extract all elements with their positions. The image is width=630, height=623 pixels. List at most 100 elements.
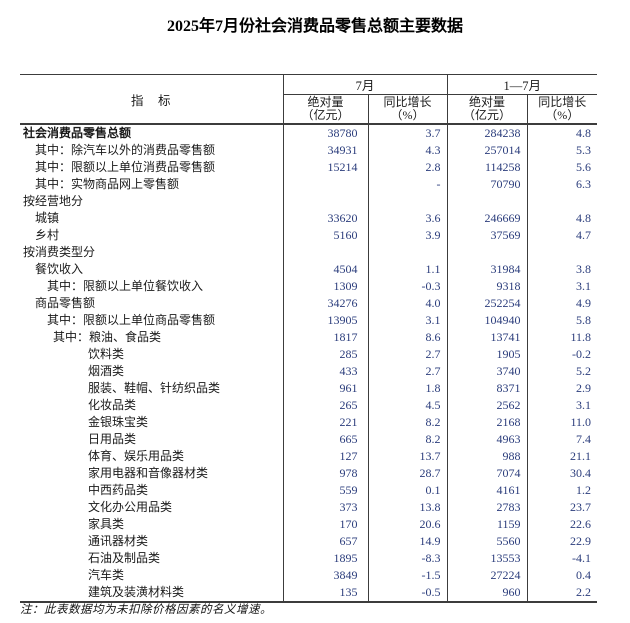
value-cell: [446, 244, 528, 261]
value-cell: 22.6: [526, 516, 598, 533]
value-cell: [282, 244, 368, 261]
value-cell: 3.1: [526, 278, 598, 295]
indicator-cell: 城镇: [35, 211, 60, 225]
value-cell: 4.8: [526, 210, 598, 227]
value-cell: 252254: [446, 295, 528, 312]
value-cell: 135: [282, 584, 368, 602]
value-cell: 2168: [446, 414, 528, 431]
table-row: 按消费类型分: [20, 244, 598, 261]
table-row: 其中：实物商品网上零售额 -70790 6.3: [20, 176, 598, 193]
value-cell: 657: [282, 533, 368, 550]
value-cell: 11.0: [526, 414, 598, 431]
indicator-cell: 社会消费品零售总额: [23, 126, 132, 140]
indicator-cell: 其中：粮油、食品类: [53, 330, 162, 344]
value-cell: 3.1: [526, 397, 598, 414]
table-row: 体育、娱乐用品类 127 13.7 988 21.1: [20, 448, 598, 465]
header-line: 同比增长: [538, 95, 587, 109]
column-header-growth-jan-july: 同比增长 （%）: [526, 94, 598, 125]
value-cell: 1905: [446, 346, 528, 363]
value-cell: 31984: [446, 261, 528, 278]
table-row: 城镇 33620 3.6 246669 4.8: [20, 210, 598, 227]
value-cell: 5.6: [526, 159, 598, 176]
value-cell: 28.7: [367, 465, 448, 482]
value-cell: 11.8: [526, 329, 598, 346]
table-note: 注：此表数据均为未扣除价格因素的名义增速。: [20, 604, 272, 616]
value-cell: 13553: [446, 550, 528, 567]
table-row: 其中：除汽车以外的消费品零售额 34931 4.3 257014 5.3: [20, 142, 598, 159]
indicator-cell: 石油及制品类: [88, 551, 161, 565]
indicator-cell: 汽车类: [88, 568, 125, 582]
table-row: 餐饮收入 4504 1.1 31984 3.8: [20, 261, 598, 278]
table-row: 其中：限额以上单位消费品零售额 15214 2.8 114258 5.6: [20, 159, 598, 176]
value-cell: [367, 244, 448, 261]
value-cell: 1309: [282, 278, 368, 295]
table-row: 汽车类 3849 -1.5 27224 0.4: [20, 567, 598, 584]
value-cell: 978: [282, 465, 368, 482]
value-cell: 1159: [446, 516, 528, 533]
indicator-cell: 乡村: [35, 228, 60, 242]
value-cell: 246669: [446, 210, 528, 227]
table-row: 化妆品类 265 4.5 2562 3.1: [20, 397, 598, 414]
value-cell: 34931: [282, 142, 368, 159]
indicator-cell: 其中：限额以上单位餐饮收入: [47, 279, 204, 293]
value-cell: 2.2: [526, 584, 598, 602]
table-row: 家具类 170 20.6 1159 22.6: [20, 516, 598, 533]
value-cell: 14.9: [367, 533, 448, 550]
value-cell: 559: [282, 482, 368, 499]
value-cell: 4.7: [526, 227, 598, 244]
value-cell: [446, 193, 528, 210]
header-line: （亿元）: [301, 108, 350, 122]
value-cell: 265: [282, 397, 368, 414]
value-cell: 30.4: [526, 465, 598, 482]
indicator-cell: 其中：除汽车以外的消费品零售额: [35, 143, 216, 157]
value-cell: -1.5: [367, 567, 448, 584]
value-cell: 33620: [282, 210, 368, 227]
value-cell: 257014: [446, 142, 528, 159]
table-row: 其中：粮油、食品类 1817 8.6 13741 11.8: [20, 329, 598, 346]
table-row: 中西药品类 559 0.1 4161 1.2: [20, 482, 598, 499]
indicator-cell: 日用品类: [88, 432, 137, 446]
value-cell: 1.1: [367, 261, 448, 278]
value-cell: [367, 193, 448, 210]
indicator-cell: 烟酒类: [88, 364, 125, 378]
indicator-cell: 文化办公用品类: [88, 500, 173, 514]
indicator-cell: 家具类: [88, 517, 125, 531]
indicator-cell: 中西药品类: [88, 483, 149, 497]
value-cell: 3740: [446, 363, 528, 380]
value-cell: 37569: [446, 227, 528, 244]
value-cell: 960: [446, 584, 528, 602]
header-line: 绝对量: [469, 95, 506, 109]
table-row: 烟酒类 433 2.7 3740 5.2: [20, 363, 598, 380]
value-cell: 4.8: [526, 124, 598, 142]
value-cell: [282, 193, 368, 210]
table-row: 金银珠宝类 221 8.2 2168 11.0: [20, 414, 598, 431]
value-cell: 665: [282, 431, 368, 448]
table-header: 指 标 7月 1—7月 绝对量 （亿元） 同比增长 （%） 绝对量 （亿元）: [20, 74, 598, 125]
value-cell: -0.3: [367, 278, 448, 295]
value-cell: 8371: [446, 380, 528, 397]
column-group-july: 7月: [282, 74, 448, 95]
value-cell: 221: [282, 414, 368, 431]
value-cell: 1895: [282, 550, 368, 567]
value-cell: [526, 244, 598, 261]
indicator-cell: 其中：限额以上单位商品零售额: [47, 313, 216, 327]
value-cell: 6.3: [526, 176, 598, 193]
value-cell: 2.7: [367, 363, 448, 380]
column-header-indicator: 指 标: [20, 74, 283, 125]
retail-sales-table: 指 标 7月 1—7月 绝对量 （亿元） 同比增长 （%） 绝对量 （亿元）: [20, 74, 598, 603]
value-cell: 4.5: [367, 397, 448, 414]
value-cell: 0.4: [526, 567, 598, 584]
column-group-jan-july: 1—7月: [446, 74, 598, 95]
value-cell: 3.1: [367, 312, 448, 329]
value-cell: 114258: [446, 159, 528, 176]
value-cell: 3849: [282, 567, 368, 584]
value-cell: -4.1: [526, 550, 598, 567]
value-cell: 0.1: [367, 482, 448, 499]
value-cell: -0.5: [367, 584, 448, 602]
value-cell: 7.4: [526, 431, 598, 448]
value-cell: 23.7: [526, 499, 598, 516]
column-header-absolute-july: 绝对量 （亿元）: [282, 94, 368, 125]
column-header-absolute-jan-july: 绝对量 （亿元）: [446, 94, 528, 125]
value-cell: 5560: [446, 533, 528, 550]
value-cell: 127: [282, 448, 368, 465]
